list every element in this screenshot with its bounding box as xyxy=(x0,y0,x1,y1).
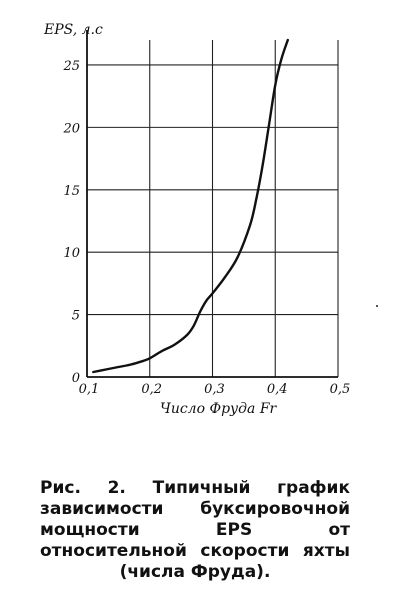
y-tick-label: 25 xyxy=(62,59,80,74)
x-tick-label: 0,1 xyxy=(79,382,100,397)
y-tick-label: 10 xyxy=(63,246,80,261)
chart-svg: EPS, л.с Число Фруда Fr 0 5 10 15 20 25 0,1 0,2… xyxy=(43,22,350,417)
x-tick-label: 0,2 xyxy=(141,382,162,397)
grid xyxy=(87,40,339,377)
y-tick-label: 20 xyxy=(62,121,80,136)
y-tick-label: 0 xyxy=(72,371,80,386)
y-tick-label: 15 xyxy=(63,184,80,199)
series-line xyxy=(92,38,289,374)
figure-caption: Рис. 2. Типичный график зависимости букс… xyxy=(40,478,350,582)
axes xyxy=(86,30,338,378)
speck xyxy=(376,305,378,307)
x-tick-label: 0,3 xyxy=(204,382,225,397)
x-axis-label: Число Фруда Fr xyxy=(160,401,278,417)
y-tick-label: 5 xyxy=(72,309,80,324)
y-axis-label: EPS, л.с xyxy=(43,22,103,38)
chart: EPS, л.с Число Фруда Fr 0 5 10 15 20 25 0,1 0,2… xyxy=(43,22,350,417)
series-layer xyxy=(92,38,289,374)
x-tick-label: 0,4 xyxy=(267,382,288,397)
x-tick-label: 0,5 xyxy=(330,382,351,397)
tick-labels: 0 5 10 15 20 25 0,1 0,2 0,3 0,4 0,5 xyxy=(62,59,350,397)
